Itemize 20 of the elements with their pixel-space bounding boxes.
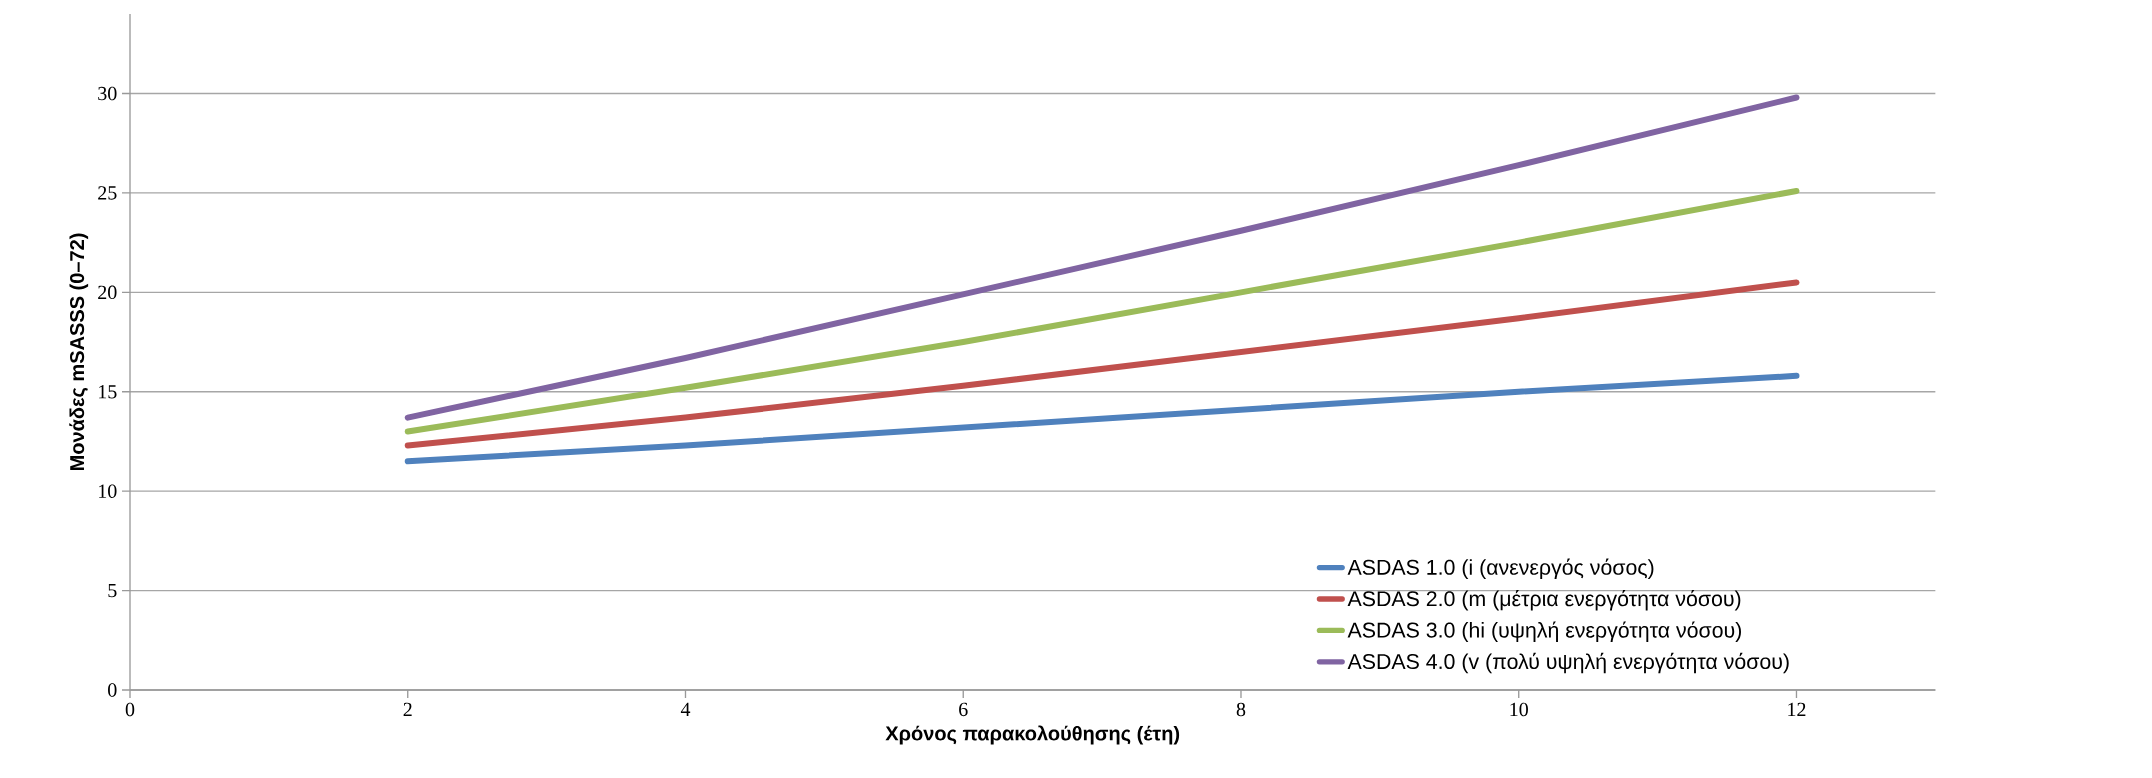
legend-label: ASDAS 4.0 (v (πολύ υψηλή ενεργότητα νόσου) xyxy=(1347,652,1789,674)
x-tick-label: 2 xyxy=(403,702,412,716)
y-axis-title: Μονάδες mSASSS (0–72) xyxy=(69,233,89,471)
legend-label: ASDAS 3.0 (hi (υψηλή ενεργότητα νόσου) xyxy=(1347,621,1741,642)
y-tick-label: 10 xyxy=(99,484,117,498)
y-tick-label: 25 xyxy=(98,186,117,200)
y-tick-label: 0 xyxy=(108,683,117,697)
x-tick-label: 0 xyxy=(125,702,135,717)
legend-label: ASDAS 1.0 (i (ανενεργός νόσος) xyxy=(1347,558,1654,580)
x-axis-title: Χρόνος παρακολούθησης (έτη) xyxy=(885,725,1180,745)
x-tick-label: 4 xyxy=(680,702,691,716)
x-tick-label: 12 xyxy=(1788,702,1806,716)
legend-label: ASDAS 2.0 (m (μέτρια ενεργότητα νόσου) xyxy=(1347,590,1741,611)
x-tick-label: 6 xyxy=(959,702,968,717)
y-tick-label: 30 xyxy=(98,86,117,101)
x-tick-label: 10 xyxy=(1510,702,1528,717)
x-tick-label: 8 xyxy=(1236,702,1246,717)
y-tick-label: 15 xyxy=(99,385,117,399)
y-tick-label: 20 xyxy=(98,285,117,300)
y-tick-label: 5 xyxy=(108,583,117,598)
